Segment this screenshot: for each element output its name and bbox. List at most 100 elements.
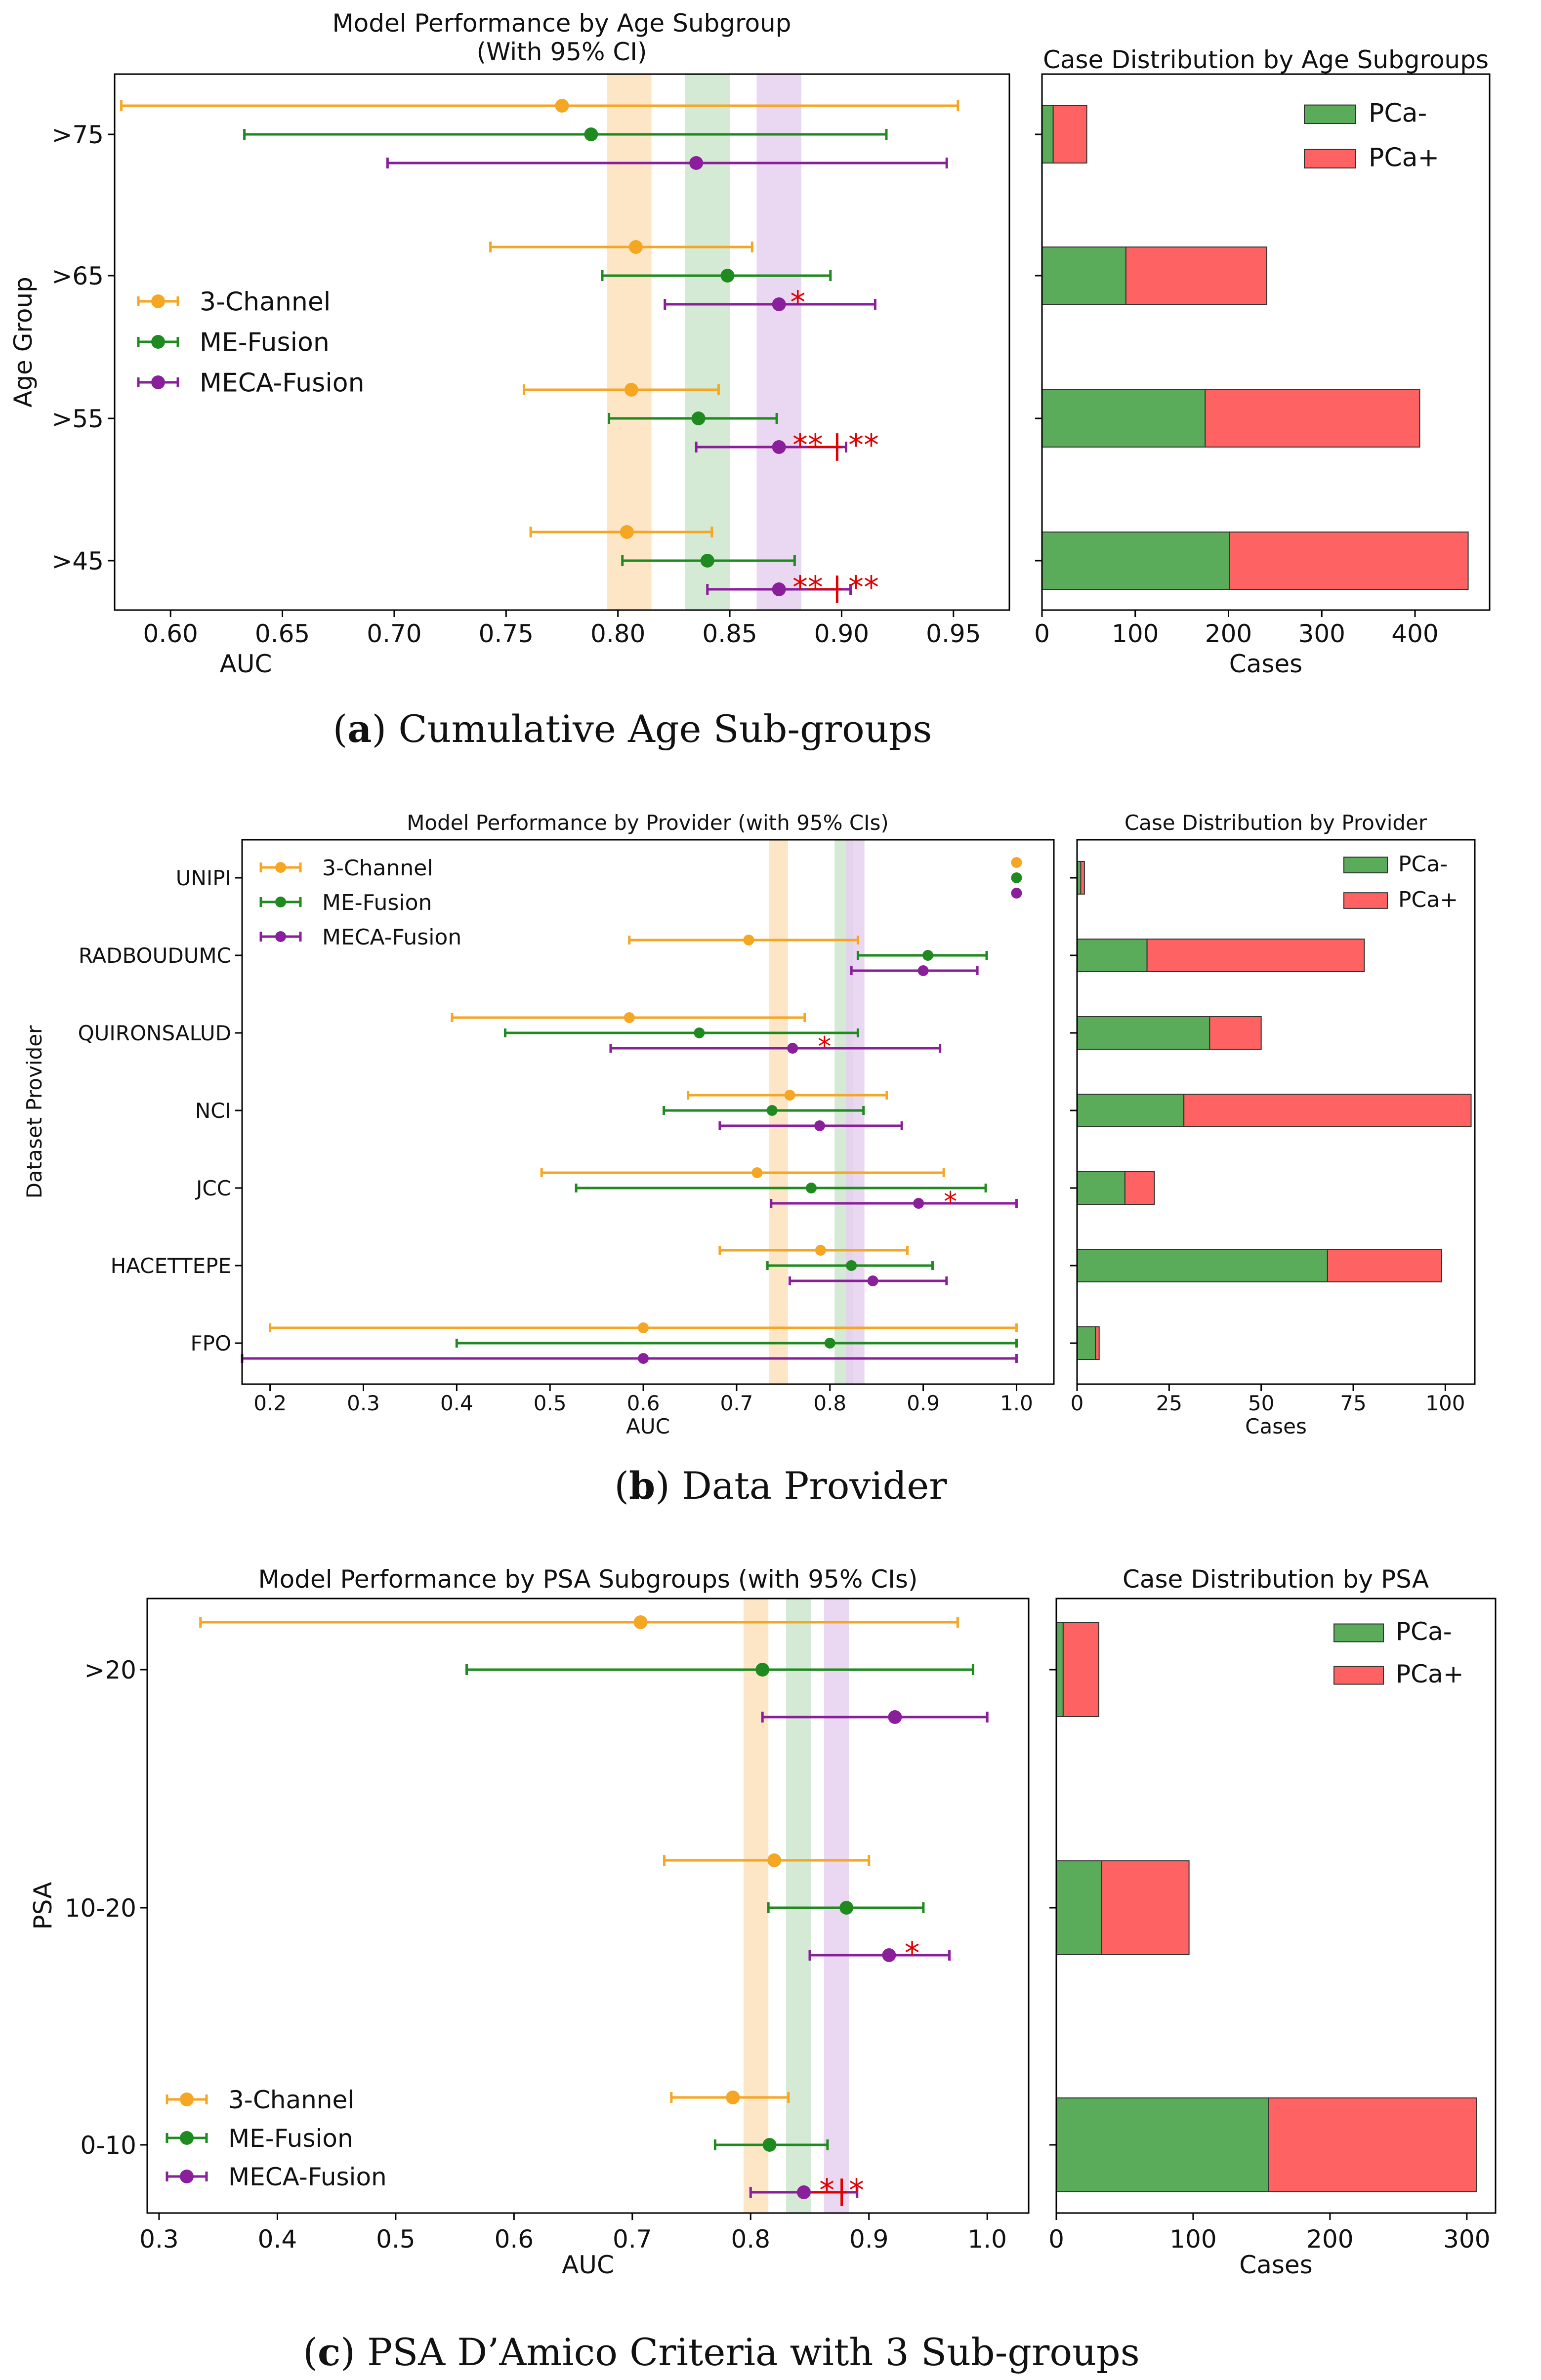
x-tick-label: 100	[1169, 2225, 1216, 2254]
errorbar-me-fusion-55-point	[691, 411, 706, 425]
errorbar-meca-fusion-55-point	[772, 440, 786, 454]
errorbar-3-channel-jcc-point	[751, 1167, 763, 1178]
y-tick-label: >45	[51, 547, 104, 575]
errorbar-meca-fusion-jcc-point	[913, 1198, 924, 1209]
errorbar-meca-fusion-10-20-point	[882, 1948, 896, 1962]
legend-label-pca: PCa+	[1398, 887, 1458, 912]
bar-pca-neg-jcc	[1077, 1171, 1125, 1205]
x-axis-label: Cases	[1229, 650, 1302, 678]
legend-label-meca-fusion: MECA-Fusion	[322, 925, 461, 950]
bar-pca-neg-hacettepe	[1077, 1249, 1328, 1282]
x-tick-label: 0.5	[534, 1391, 567, 1415]
x-tick-label: 0.9	[907, 1391, 940, 1415]
errorbar-me-fusion-radboudumc-point	[922, 950, 934, 961]
y-axis-label: Age Group	[9, 277, 38, 408]
x-tick-label: 200	[1306, 2225, 1353, 2254]
x-tick-label: 0.7	[613, 2225, 652, 2254]
errorbar-3-channel-75-point	[555, 99, 569, 113]
bar-pca-pos-20	[1062, 1622, 1099, 1717]
x-tick-label: 300	[1443, 2225, 1490, 2254]
x-tick-label: 200	[1205, 619, 1252, 648]
y-tick-label: UNIPI	[176, 866, 231, 890]
legend-swatch-point	[275, 897, 286, 907]
chart-b-cases: 0 25 50 75 100 Case Distribution by Provider C…	[1070, 811, 1476, 1438]
legend-label-3-channel: 3-Channel	[200, 287, 331, 317]
legend-swatch-pca	[1343, 857, 1388, 873]
y-axis-label: PSA	[29, 1882, 57, 1929]
errorbar-me-fusion-65-point	[720, 269, 735, 283]
x-tick-label: 1.0	[1000, 1391, 1033, 1415]
errorbar-me-fusion-75-point	[584, 127, 598, 141]
legend-swatch-point	[151, 335, 165, 349]
x-tick-label: 0	[1071, 1391, 1084, 1415]
significance-marker-1: *	[819, 2172, 834, 2208]
bar-pca-pos-hacettepe	[1327, 1249, 1442, 1282]
errorbar-meca-fusion-20-point	[888, 1710, 902, 1724]
errorbar-me-fusion-hacettepe-point	[846, 1260, 857, 1271]
x-tick-label: 300	[1298, 619, 1345, 648]
y-axis-label: Dataset Provider	[22, 1025, 46, 1198]
significance-marker-1: **	[792, 427, 823, 463]
legend-label-meca-fusion: MECA-Fusion	[200, 369, 365, 398]
errorbar-me-fusion-fpo-point	[824, 1338, 835, 1349]
chart-title: (With 95% CI)	[476, 38, 647, 66]
x-tick-label: 50	[1248, 1391, 1274, 1415]
significance-marker-0: *	[818, 1031, 831, 1062]
chart-title: Model Performance by PSA Subgroups (with…	[258, 1565, 918, 1594]
significance-marker-2: **	[848, 427, 879, 463]
bar-pca-pos-nci	[1183, 1094, 1472, 1127]
chart-c-auc: * * * 0.3 0.4 0.5 0.6 0.7 0.8 0.9 1.0 >20 10-20 0-10 M…	[29, 1565, 1030, 2279]
chart-title: Model Performance by Provider (with 95% …	[407, 811, 889, 835]
bar-pca-neg-65	[1041, 246, 1126, 305]
x-axis-label: AUC	[626, 1414, 670, 1438]
legend-label-3-channel: 3-Channel	[322, 856, 433, 881]
errorbar-me-fusion-45-point	[700, 554, 714, 568]
errorbar-3-channel-unipi-point	[1011, 857, 1022, 868]
errorbar-meca-fusion-radboudumc-point	[917, 965, 929, 976]
mean-band-meca-fusion	[756, 74, 801, 610]
errorbar-meca-fusion-quironsalud-point	[787, 1043, 798, 1054]
errorbar-3-channel-0-10-point	[726, 2091, 740, 2104]
errorbar-me-fusion-jcc-point	[805, 1183, 817, 1193]
bar-pca-neg-45	[1041, 532, 1230, 590]
errorbar-3-channel-hacettepe-point	[815, 1245, 826, 1256]
errorbar-meca-fusion-nci-point	[814, 1120, 825, 1131]
axes-frame	[1041, 73, 1491, 611]
errorbar-3-channel-20-point	[633, 1615, 648, 1629]
significance-marker-3: **	[792, 569, 823, 605]
errorbar-meca-fusion-75-point	[689, 156, 704, 170]
y-tick-label: RADBOUDUMC	[79, 944, 231, 968]
errorbar-3-channel-nci-point	[784, 1090, 795, 1101]
x-tick-label: 0.9	[849, 2225, 889, 2254]
chart-title: Case Distribution by Provider	[1125, 811, 1427, 835]
caption-b: (b) Data Provider	[614, 1464, 947, 1508]
legend-swatch-point	[151, 294, 165, 308]
bar-pca-neg-0-10	[1056, 2097, 1269, 2192]
legend-label-me-fusion: ME-Fusion	[200, 328, 330, 358]
errorbar-meca-fusion-fpo-point	[638, 1353, 649, 1364]
chart-title: Model Performance by Age Subgroup	[333, 9, 791, 38]
x-tick-label: 0.75	[479, 619, 534, 648]
axes-frame	[114, 73, 1010, 611]
bar-pca-neg-quironsalud	[1077, 1016, 1210, 1050]
x-tick-label: 400	[1391, 619, 1438, 648]
legend-swatch-pca	[1304, 104, 1356, 124]
errorbar-meca-fusion-65-point	[772, 297, 786, 311]
mean-band-me-fusion	[685, 74, 730, 610]
y-tick-label: >75	[51, 121, 104, 149]
legend-swatch-point	[275, 862, 286, 873]
x-axis-label: Cases	[1239, 2251, 1312, 2279]
chart-title: Case Distribution by PSA	[1123, 1565, 1429, 1594]
axes-frame	[146, 1598, 1030, 2214]
errorbar-meca-fusion-45-point	[772, 582, 786, 596]
x-tick-label: 0.8	[813, 1391, 846, 1415]
legend-swatch-point	[151, 375, 165, 389]
x-tick-label: 0.90	[814, 619, 869, 648]
legend-label-me-fusion: ME-Fusion	[322, 890, 432, 915]
caption-c: (c) PSA D’Amico Criteria with 3 Sub-grou…	[303, 2330, 1139, 2374]
x-tick-label: 0.2	[253, 1391, 287, 1415]
bar-pca-neg-nci	[1077, 1094, 1185, 1127]
legend-swatch-pca	[1304, 149, 1356, 169]
x-axis-label: Cases	[1245, 1414, 1307, 1438]
legend-label-pca: PCa+	[1369, 143, 1439, 172]
